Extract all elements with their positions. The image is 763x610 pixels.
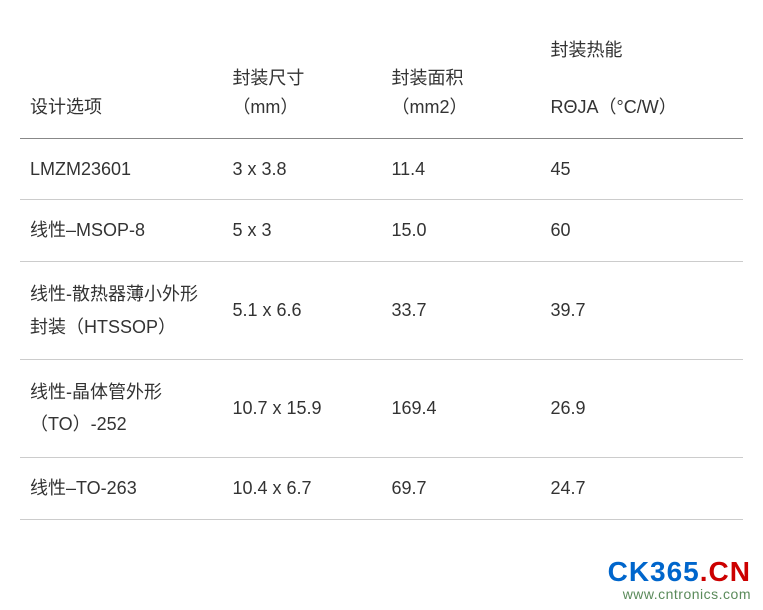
watermark-sub: www.cntronics.com [608, 586, 751, 602]
cell-name: 线性-晶体管外形（TO）-252 [20, 359, 222, 457]
package-table: 设计选项 封装尺寸 （mm） 封装面积 （mm2） 封装热能 RΘJA（°C/W… [20, 20, 743, 520]
header-col3-line1: 封装面积 [391, 64, 530, 93]
header-col1-label: 设计选项 [30, 97, 102, 117]
watermark-blue-text: CK365 [608, 556, 700, 587]
cell-thermal: 39.7 [541, 262, 743, 360]
cell-area: 15.0 [381, 200, 540, 262]
cell-size: 3 x 3.8 [222, 138, 381, 200]
watermark-red-text: .CN [700, 556, 751, 587]
header-package-area: 封装面积 （mm2） [381, 20, 540, 138]
header-col4-line1: 封装热能 [551, 36, 733, 65]
table-body: LMZM23601 3 x 3.8 11.4 45 线性–MSOP-8 5 x … [20, 138, 743, 519]
header-package-size: 封装尺寸 （mm） [222, 20, 381, 138]
header-col2-line1: 封装尺寸 [232, 64, 371, 93]
watermark-main: CK365.CN [608, 558, 751, 586]
cell-area: 33.7 [381, 262, 540, 360]
header-thermal: 封装热能 RΘJA（°C/W） [541, 20, 743, 138]
cell-area: 11.4 [381, 138, 540, 200]
cell-size: 5 x 3 [222, 200, 381, 262]
table-row: 线性–MSOP-8 5 x 3 15.0 60 [20, 200, 743, 262]
cell-size: 5.1 x 6.6 [222, 262, 381, 360]
cell-thermal: 45 [541, 138, 743, 200]
cell-name: 线性–MSOP-8 [20, 200, 222, 262]
table-row: 线性-散热器薄小外形封装（HTSSOP） 5.1 x 6.6 33.7 39.7 [20, 262, 743, 360]
table-header-row: 设计选项 封装尺寸 （mm） 封装面积 （mm2） 封装热能 RΘJA（°C/W… [20, 20, 743, 138]
cell-area: 69.7 [381, 457, 540, 519]
header-col4-line2: RΘJA（°C/W） [551, 93, 733, 122]
table-container: 设计选项 封装尺寸 （mm） 封装面积 （mm2） 封装热能 RΘJA（°C/W… [0, 0, 763, 520]
header-col3-line2: （mm2） [391, 93, 530, 122]
header-col2-line2: （mm） [232, 93, 371, 122]
cell-thermal: 24.7 [541, 457, 743, 519]
cell-name: 线性-散热器薄小外形封装（HTSSOP） [20, 262, 222, 360]
cell-size: 10.4 x 6.7 [222, 457, 381, 519]
cell-thermal: 26.9 [541, 359, 743, 457]
header-design-option: 设计选项 [20, 20, 222, 138]
cell-area: 169.4 [381, 359, 540, 457]
cell-size: 10.7 x 15.9 [222, 359, 381, 457]
watermark: CK365.CN www.cntronics.com [608, 558, 751, 602]
table-row: 线性–TO-263 10.4 x 6.7 69.7 24.7 [20, 457, 743, 519]
table-row: 线性-晶体管外形（TO）-252 10.7 x 15.9 169.4 26.9 [20, 359, 743, 457]
cell-thermal: 60 [541, 200, 743, 262]
cell-name: 线性–TO-263 [20, 457, 222, 519]
cell-name: LMZM23601 [20, 138, 222, 200]
table-row: LMZM23601 3 x 3.8 11.4 45 [20, 138, 743, 200]
